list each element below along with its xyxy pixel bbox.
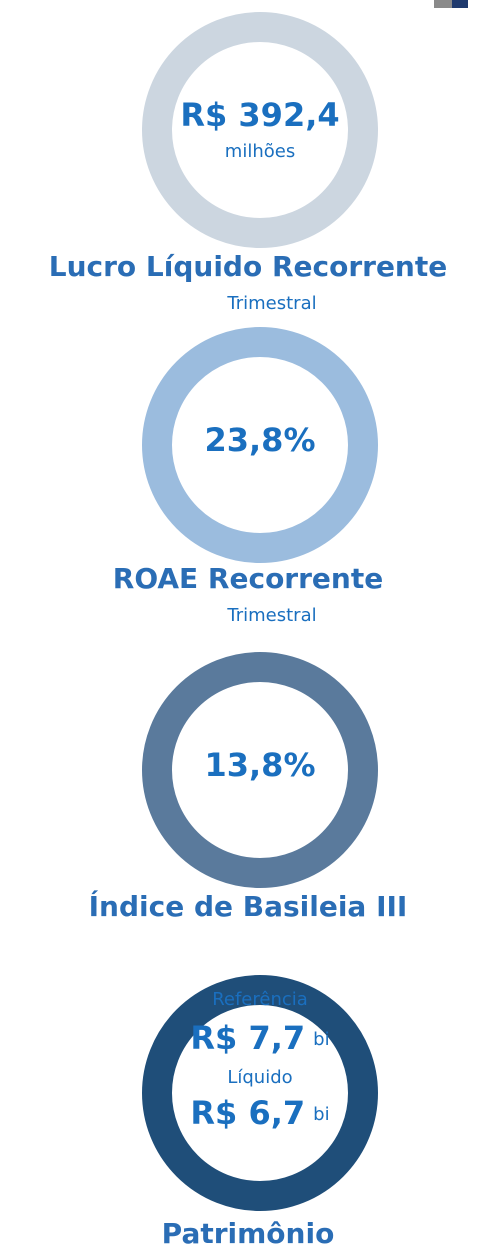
ring [142, 12, 378, 248]
metric-value: 13,8% [204, 746, 315, 784]
metric-title: Índice de Basileia III [89, 889, 408, 923]
metric-title: Lucro Líquido Recorrente [49, 250, 448, 283]
part-value: R$ 7,7 bi [190, 1019, 329, 1057]
metric-value: 23,8% [204, 421, 315, 459]
part-label: Referência [212, 989, 308, 1010]
metric-title: Patrimônio [162, 1217, 335, 1250]
ring [142, 327, 378, 563]
metric-subtitle: Trimestral [226, 293, 316, 314]
metric-title: ROAE Recorrente [113, 562, 383, 595]
corner-icon [452, 0, 468, 8]
value: R$ 7,7 [190, 1019, 305, 1057]
corner-icon [434, 0, 452, 8]
unit: bi [313, 1104, 329, 1125]
unit: bi [313, 1029, 329, 1050]
metric-subtitle: Trimestral [226, 605, 316, 626]
ring [142, 975, 378, 1211]
part-label: Líquido [227, 1067, 292, 1088]
value: R$ 6,7 [190, 1094, 305, 1132]
metric-value: R$ 392,4 [180, 96, 339, 134]
part-value: R$ 6,7 bi [190, 1094, 329, 1132]
ring [142, 652, 378, 888]
metric-unit: milhões [225, 141, 295, 162]
